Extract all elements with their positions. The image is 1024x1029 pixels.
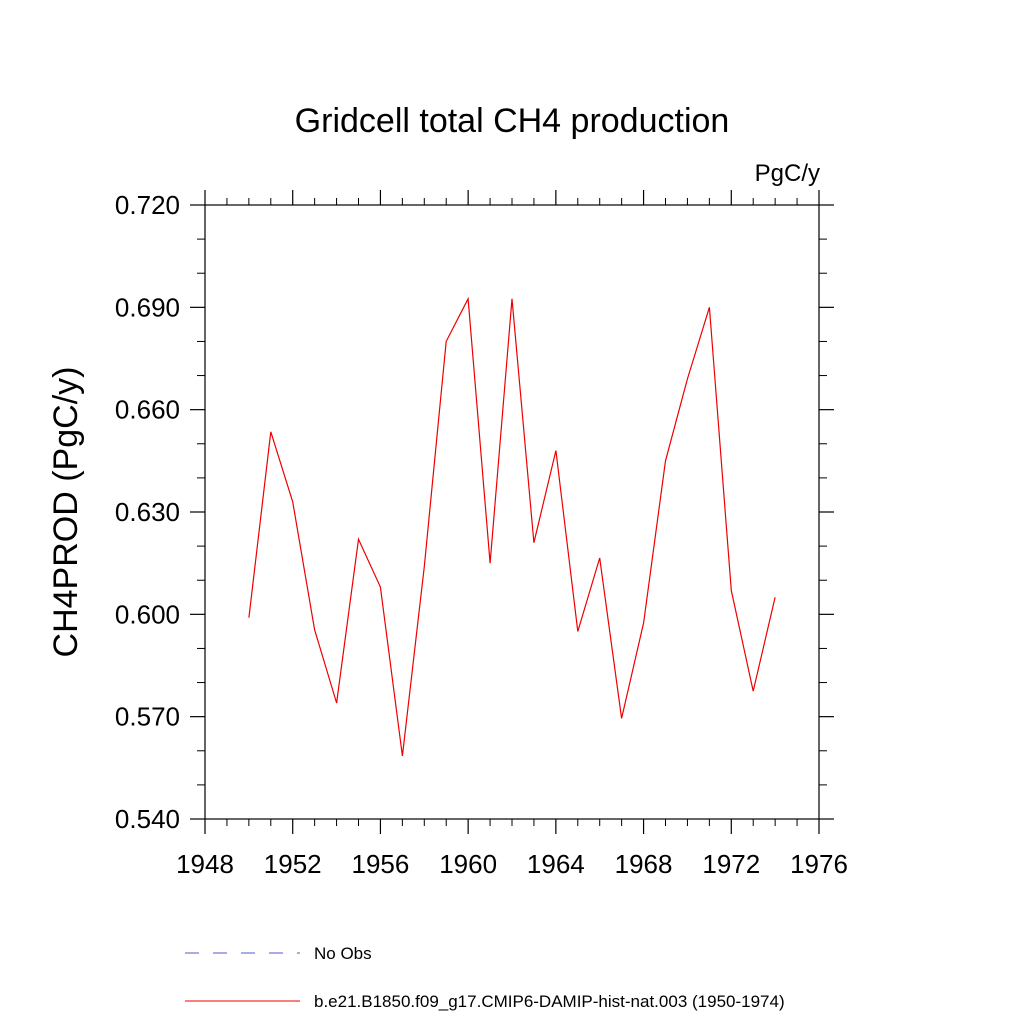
legend: No Obs b.e21.B1850.f09_g17.CMIP6-DAMIP-hi… <box>185 944 785 1011</box>
axes: 1948 1952 1956 1960 1964 1968 1972 1976 0.540 0.5… <box>115 190 848 879</box>
chart-title: Gridcell total CH4 production <box>295 102 730 140</box>
x-tick-label: 1968 <box>615 849 673 879</box>
plot-area <box>248 296 776 756</box>
x-tick-label: 1960 <box>439 849 497 879</box>
plot-frame <box>204 204 820 820</box>
x-tick-label: 1976 <box>790 849 848 879</box>
y-tick-label: 0.660 <box>115 395 180 425</box>
legend-label: b.e21.B1850.f09_g17.CMIP6-DAMIP-hist-nat… <box>314 992 785 1011</box>
units-label: PgC/y <box>755 160 820 187</box>
y-tick-label: 0.600 <box>115 599 180 629</box>
y-tick-label: 0.540 <box>115 804 180 834</box>
y-tick-label: 0.630 <box>115 497 180 527</box>
x-tick-label: 1952 <box>264 849 322 879</box>
x-tick-label: 1956 <box>352 849 410 879</box>
x-tick-label: 1964 <box>527 849 585 879</box>
x-tick-label: 1948 <box>176 849 234 879</box>
y-tick-label: 0.720 <box>115 190 180 220</box>
series-line <box>248 296 776 756</box>
y-tick-label: 0.690 <box>115 292 180 322</box>
y-tick-label: 0.570 <box>115 702 180 732</box>
x-tick-label: 1972 <box>702 849 760 879</box>
y-axis-label: CH4PROD (PgC/y) <box>47 367 85 658</box>
legend-label: No Obs <box>314 944 372 963</box>
